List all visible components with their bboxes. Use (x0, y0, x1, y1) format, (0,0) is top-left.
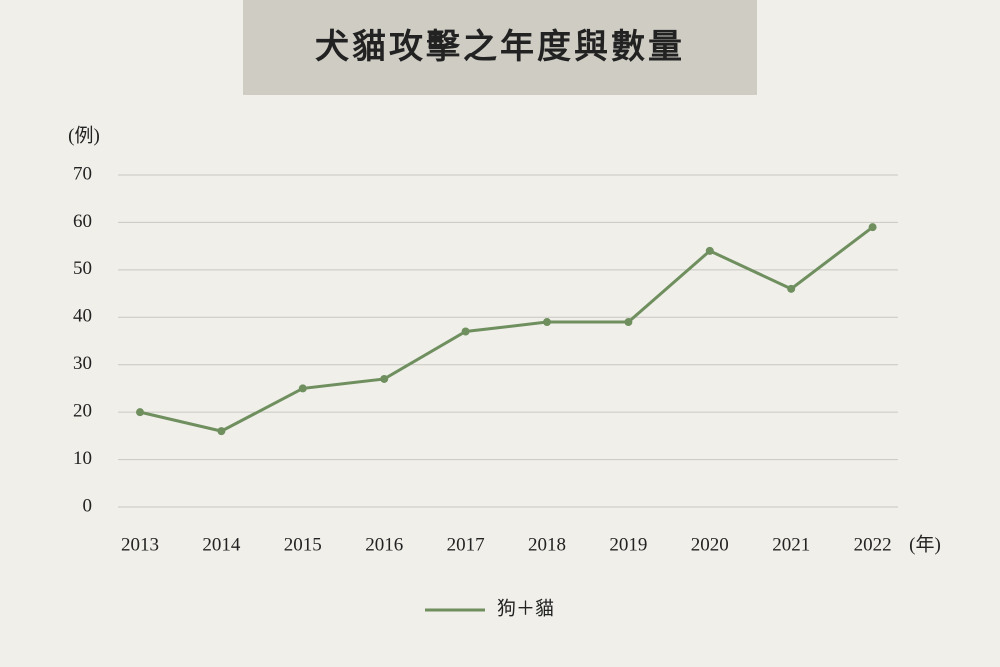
point (624, 318, 633, 327)
point (298, 384, 307, 393)
x-tick-label: 2019 (609, 534, 647, 555)
point (543, 318, 551, 327)
line (139, 225, 874, 433)
x-tick-label: 2018 (528, 534, 566, 555)
x-tick-label: 2021 (772, 534, 810, 555)
x-tick-label: 2017 (447, 534, 485, 555)
point (461, 327, 470, 336)
title-box (243, 0, 757, 95)
y-tick-label: 10 (73, 448, 92, 469)
point (136, 408, 144, 417)
y-tick-label: 50 (73, 258, 92, 279)
point (868, 223, 877, 232)
y-tick-label: 60 (73, 211, 92, 232)
y-tick-label: 0 (83, 495, 93, 516)
x-tick-label: 2015 (284, 534, 322, 555)
x-tick-label: 2016 (365, 534, 403, 555)
point (705, 246, 714, 255)
x-axis-label: (年) (909, 533, 941, 555)
y-axis-label: (例) (68, 124, 100, 146)
chart-title: 犬貓攻擊之年度與數量 (315, 28, 685, 66)
y-tick-label: 20 (73, 401, 92, 422)
x-tick-label: 2014 (202, 534, 241, 555)
y-tick-label: 70 (73, 163, 92, 184)
x-tick-label: 2013 (121, 534, 159, 555)
point (787, 284, 796, 293)
y-tick-label: 30 (73, 353, 92, 374)
x-tick-label: 2020 (691, 534, 729, 555)
point (380, 374, 389, 383)
legend-label: 狗＋貓 (497, 597, 554, 619)
point (217, 427, 226, 436)
y-tick-label: 40 (73, 306, 92, 327)
x-tick-label: 2022 (854, 534, 892, 555)
